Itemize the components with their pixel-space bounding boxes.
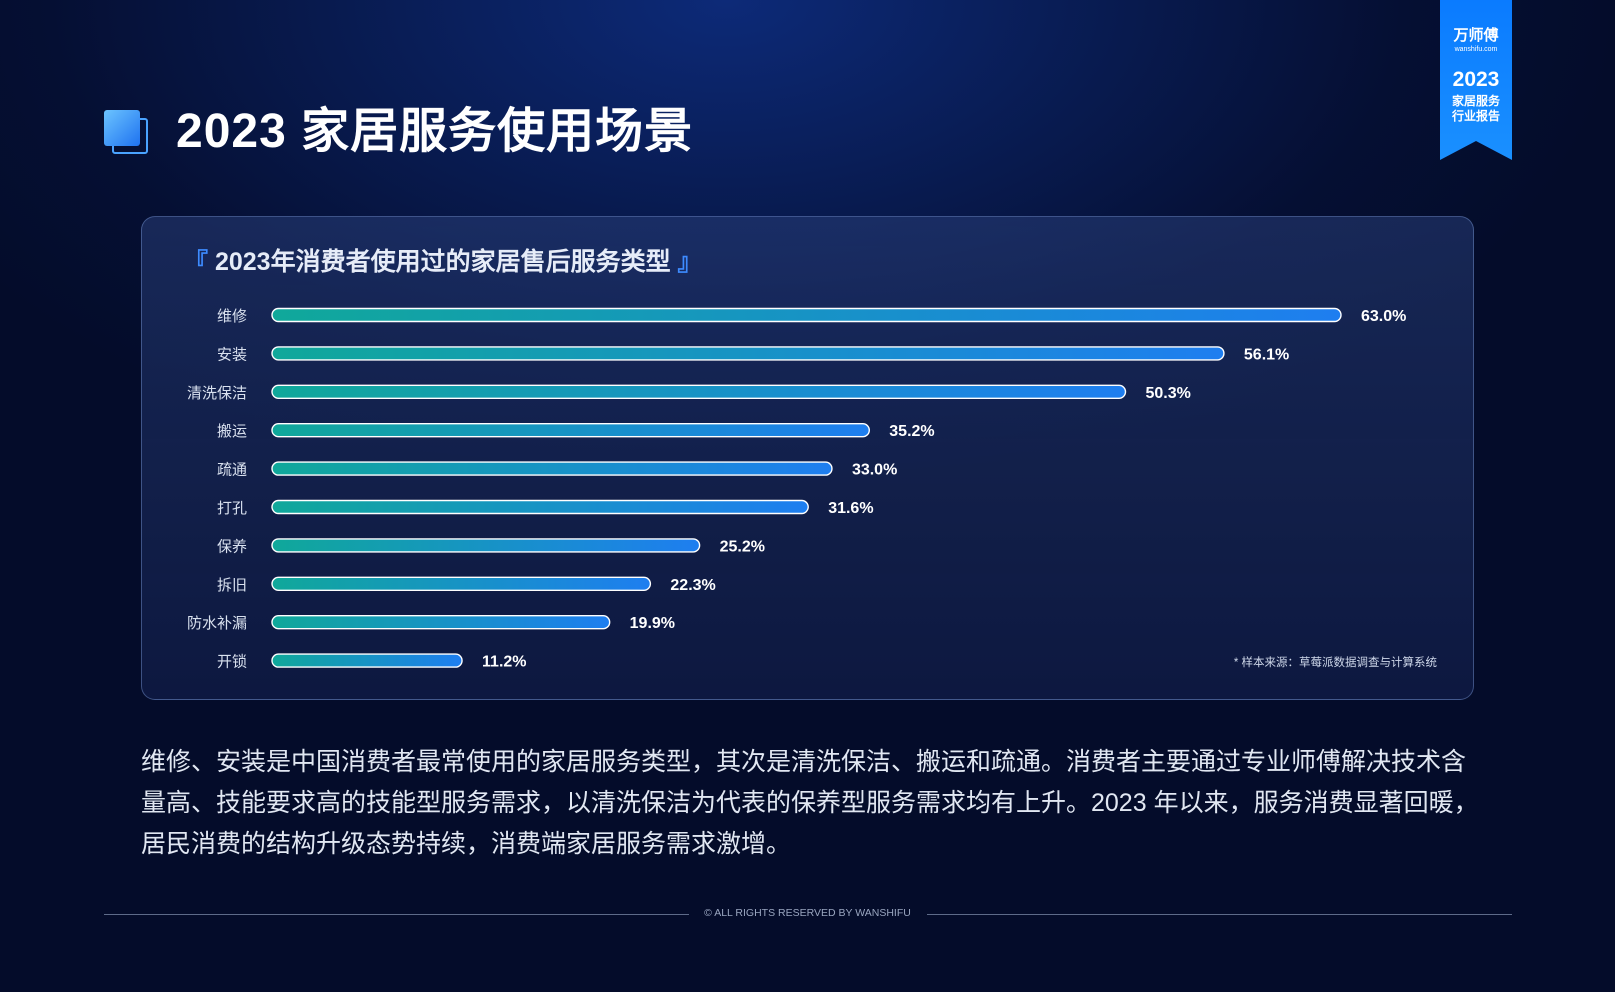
title-square-icon bbox=[104, 110, 150, 156]
category-label: 拆旧 bbox=[217, 577, 247, 594]
page-title: 2023 家居服务使用场景 bbox=[176, 105, 694, 158]
bar bbox=[271, 307, 1342, 323]
title-bracket-close: 』 bbox=[677, 249, 702, 276]
bar-value-label: 35.2% bbox=[889, 423, 934, 440]
ribbon-line1: 家居服务 bbox=[1451, 94, 1500, 108]
bar bbox=[271, 461, 833, 476]
bar bbox=[271, 615, 611, 630]
bar-value-label: 63.0% bbox=[1361, 308, 1406, 325]
footer-divider-right bbox=[927, 914, 1512, 915]
title-bracket-open: 『 bbox=[184, 249, 208, 276]
bar bbox=[271, 384, 1127, 399]
category-label: 打孔 bbox=[217, 500, 247, 517]
category-label: 安装 bbox=[217, 346, 247, 363]
bar-value-label: 25.2% bbox=[720, 538, 765, 555]
bar-value-label: 50.3% bbox=[1146, 385, 1191, 402]
category-label: 保养 bbox=[217, 538, 247, 555]
ribbon-year: 2023 bbox=[1452, 68, 1500, 91]
bar-value-label: 19.9% bbox=[630, 615, 675, 632]
category-label: 开锁 bbox=[217, 654, 247, 671]
bar bbox=[271, 423, 870, 438]
ribbon-line2: 行业报告 bbox=[1451, 109, 1500, 123]
bar bbox=[271, 538, 701, 553]
chart-source-note: * 样本来源：草莓派数据调查与计算系统 bbox=[1233, 657, 1437, 669]
brand-logo-text: 万师傅 bbox=[1453, 27, 1499, 44]
category-label: 维修 bbox=[217, 308, 247, 325]
category-label: 搬运 bbox=[217, 423, 247, 440]
category-label: 疏通 bbox=[217, 462, 247, 479]
footer-copyright: © ALL RIGHTS RESERVED BY WANSHIFU bbox=[704, 907, 911, 919]
bar bbox=[271, 346, 1225, 361]
summary-paragraph: 维修、安装是中国消费者最常使用的家居服务类型，其次是清洗保洁、搬运和疏通。消费者… bbox=[141, 748, 1479, 858]
footer-divider-left bbox=[104, 914, 689, 915]
bar bbox=[271, 576, 652, 591]
bar bbox=[271, 653, 463, 668]
chart-title: 『 2023年消费者使用过的家居售后服务类型 』 bbox=[184, 244, 702, 280]
category-label: 防水补漏 bbox=[187, 615, 247, 632]
bar-value-label: 22.3% bbox=[670, 577, 715, 594]
brand-url: wanshifu.com bbox=[1454, 46, 1498, 53]
report-ribbon-badge: 万师傅 wanshifu.com 2023 家居服务 行业报告 bbox=[1440, 0, 1512, 160]
bar-value-label: 56.1% bbox=[1244, 346, 1289, 363]
chart-title-text: 2023年消费者使用过的家居售后服务类型 bbox=[214, 248, 671, 276]
bar-value-label: 33.0% bbox=[852, 462, 897, 479]
bar-value-label: 11.2% bbox=[482, 654, 526, 671]
bar bbox=[271, 499, 809, 515]
category-label: 清洗保洁 bbox=[187, 385, 247, 402]
bar-value-label: 31.6% bbox=[828, 500, 873, 517]
